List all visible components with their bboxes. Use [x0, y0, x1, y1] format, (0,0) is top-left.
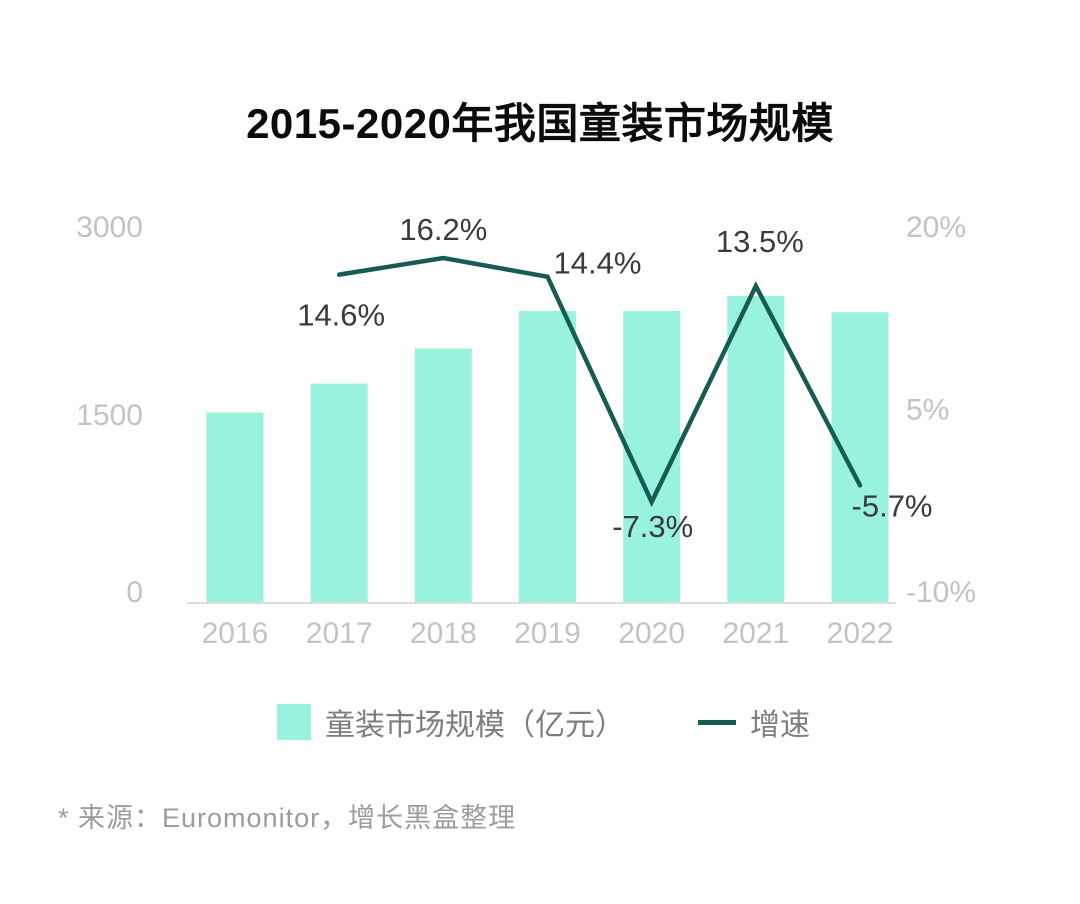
line-swatch-icon — [698, 719, 736, 725]
growth-label-2017: 14.6% — [297, 298, 385, 333]
growth-label-2021: 13.5% — [716, 224, 804, 259]
left-axis-tick-1500: 1500 — [76, 399, 143, 432]
left-axis-tick-0: 0 — [126, 576, 143, 609]
market-size-bar-2019 — [519, 310, 577, 603]
growth-label-2019: 14.4% — [554, 246, 642, 281]
combo-chart: 3000 1500 0 20% 5% -10% 2016 2017 2018 2019 2020 20… — [76, 211, 976, 650]
legend-item-growth: 增速 — [698, 698, 810, 746]
growth-line — [336, 255, 863, 508]
year-label-2020: 2020 — [618, 617, 685, 650]
left-axis-tick-3000: 3000 — [76, 211, 143, 244]
right-axis-tick-20%: 20% — [906, 211, 966, 244]
year-label-2016: 2016 — [202, 617, 269, 650]
source-note: * 来源：Euromonitor，增长黑盒整理 — [58, 803, 517, 833]
market-size-bar-2018 — [414, 348, 472, 603]
right-axis-tick-5%: 5% — [906, 394, 949, 427]
growth-label-2020: -7.3% — [612, 509, 693, 544]
growth-label-2022: -5.7% — [852, 488, 933, 523]
year-label-2021: 2021 — [722, 617, 789, 650]
year-label-2022: 2022 — [827, 617, 894, 650]
legend-label-growth: 增速 — [750, 709, 810, 742]
market-size-bar-2016 — [206, 412, 264, 603]
market-size-bar-2021 — [727, 295, 785, 603]
chart-title: 2015-2020年我国童装市场规模 — [246, 100, 834, 147]
year-label-2018: 2018 — [410, 617, 477, 650]
legend: 童装市场规模（亿元） 增速 — [0, 698, 1080, 746]
growth-label-2018: 16.2% — [399, 212, 487, 247]
year-label-2019: 2019 — [514, 617, 581, 650]
market-size-bar-2022 — [831, 312, 889, 603]
legend-item-market-size: 童装市场规模（亿元） — [277, 698, 625, 746]
year-label-2017: 2017 — [306, 617, 373, 650]
market-size-bar-2017 — [310, 383, 368, 603]
right-axis-tick--10%: -10% — [906, 576, 976, 609]
bar-swatch-icon — [277, 704, 311, 740]
legend-label-market-size: 童装市场规模（亿元） — [325, 709, 625, 742]
